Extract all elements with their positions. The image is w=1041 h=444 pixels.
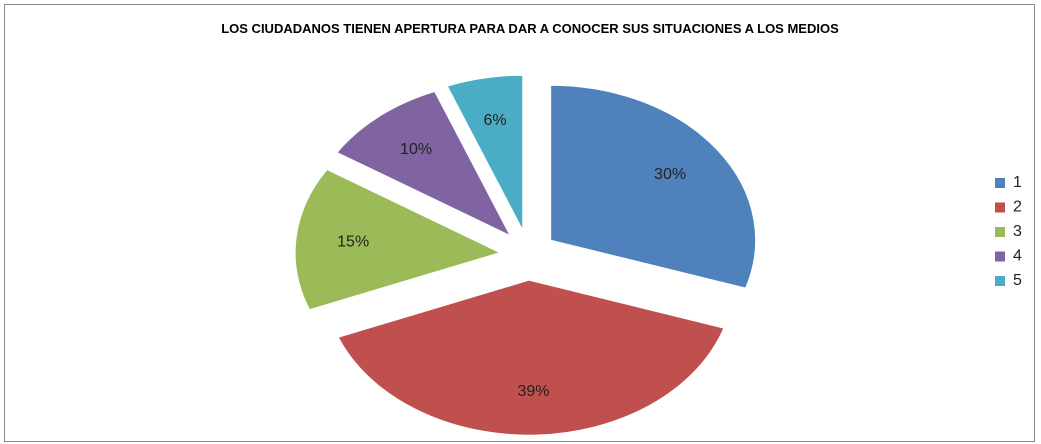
pie-slice: [550, 84, 757, 289]
pie-slice: [294, 168, 502, 311]
legend-swatch: [995, 251, 1005, 262]
legend-swatch: [995, 276, 1005, 286]
data-label: 30%: [654, 166, 686, 183]
legend-label: 1: [1013, 174, 1022, 191]
legend-label: 5: [1013, 272, 1022, 289]
legend-swatch: [995, 202, 1005, 213]
legend-swatch: [995, 178, 1005, 188]
data-label: 10%: [400, 141, 432, 158]
pie-slice: [337, 279, 725, 436]
data-label: 6%: [484, 112, 507, 129]
legend-label: 2: [1013, 199, 1022, 216]
pie-slice: [446, 74, 524, 231]
pie-slice: [336, 90, 512, 237]
chart-frame: [4, 4, 1035, 442]
data-label: 39%: [518, 383, 550, 400]
data-label: 15%: [337, 233, 369, 250]
legend-swatch: [995, 227, 1005, 237]
legend-label: 3: [1013, 223, 1022, 240]
chart-title: LOS CIUDADANOS TIENEN APERTURA PARA DAR …: [221, 21, 839, 36]
legend-label: 4: [1013, 248, 1022, 265]
